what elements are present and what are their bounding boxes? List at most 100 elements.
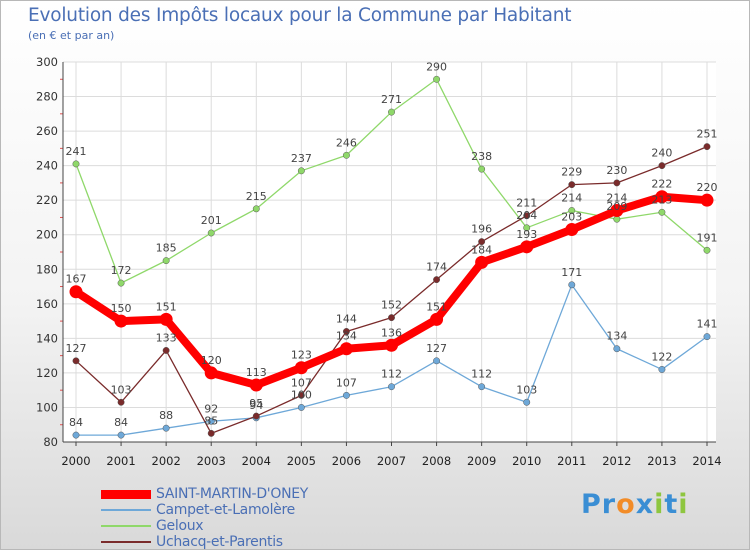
brand-letter: r — [601, 489, 617, 520]
data-label: 100 — [291, 388, 312, 401]
data-point — [613, 345, 621, 353]
data-point — [204, 366, 218, 380]
data-label: 95 — [249, 397, 263, 410]
data-point — [433, 276, 441, 284]
data-label: 150 — [111, 302, 132, 315]
data-point — [159, 312, 173, 326]
data-point — [342, 328, 350, 335]
data-label: 222 — [651, 178, 672, 191]
data-label: 211 — [516, 197, 537, 210]
y-tick-label: 280 — [36, 90, 58, 104]
data-label: 167 — [66, 273, 87, 286]
data-point — [568, 181, 576, 189]
data-point — [520, 240, 534, 254]
data-label: 237 — [291, 152, 312, 165]
chart-subtitle: (en € et par an) — [28, 29, 115, 42]
data-point — [342, 151, 350, 159]
x-tick-label: 2010 — [512, 454, 541, 468]
y-tick-label: 220 — [36, 193, 58, 207]
data-point — [475, 255, 489, 269]
data-label: 134 — [606, 330, 627, 343]
data-point — [207, 429, 215, 437]
data-label: 172 — [111, 264, 132, 277]
data-label: 229 — [561, 166, 582, 179]
data-point — [523, 212, 531, 220]
x-tick-label: 2001 — [106, 454, 135, 468]
data-label: 92 — [204, 402, 218, 415]
x-tick-label: 2009 — [467, 454, 496, 468]
data-label: 246 — [336, 136, 357, 149]
legend-label: Campet-et-Lamolère — [156, 502, 295, 518]
data-label: 215 — [246, 190, 267, 203]
data-point — [703, 246, 711, 254]
data-point — [433, 357, 441, 365]
data-point — [342, 391, 350, 399]
data-label: 209 — [606, 200, 627, 213]
x-tick-label: 2000 — [61, 454, 90, 468]
data-point — [162, 347, 170, 354]
data-label: 84 — [114, 416, 128, 429]
data-label: 120 — [201, 354, 222, 367]
x-tick-label: 2011 — [557, 454, 586, 468]
data-label: 151 — [426, 300, 447, 313]
x-tick-label: 2014 — [692, 454, 721, 468]
data-label: 251 — [697, 128, 718, 141]
data-label: 214 — [606, 192, 627, 205]
data-point — [72, 160, 80, 168]
data-point — [249, 378, 263, 392]
data-point — [568, 207, 576, 214]
data-point — [69, 285, 83, 299]
x-tick-label: 2002 — [152, 454, 181, 468]
data-label: 240 — [651, 147, 672, 160]
brand-letter: P — [581, 489, 602, 520]
data-point — [433, 75, 441, 83]
x-tick-label: 2008 — [422, 454, 451, 468]
data-label: 141 — [697, 318, 718, 331]
data-point — [430, 312, 444, 326]
data-label: 271 — [381, 93, 402, 106]
data-point — [117, 279, 125, 287]
chart-title: Evolution des Impôts locaux pour la Comm… — [28, 5, 572, 26]
data-label: 185 — [156, 242, 177, 255]
data-label: 171 — [561, 266, 582, 279]
x-tick-label: 2004 — [242, 454, 271, 468]
data-label: 94 — [249, 399, 263, 412]
data-point — [388, 383, 395, 391]
data-label: 134 — [336, 330, 357, 343]
data-point — [72, 431, 80, 439]
x-tick-label: 2003 — [197, 454, 226, 468]
legend-swatch — [101, 509, 151, 511]
data-label: 220 — [697, 181, 718, 194]
x-tick-label: 2013 — [647, 454, 676, 468]
data-label: 127 — [66, 342, 87, 355]
data-point — [114, 314, 128, 328]
data-label: 184 — [471, 243, 492, 256]
data-point — [162, 257, 170, 265]
data-point — [523, 398, 531, 406]
data-point — [478, 238, 486, 246]
data-label: 85 — [204, 414, 218, 427]
data-label: 133 — [156, 331, 177, 344]
brand-logo: Proxiti — [581, 489, 689, 520]
x-tick-label: 2006 — [332, 454, 361, 468]
y-tick-label: 120 — [36, 366, 58, 380]
data-point — [252, 205, 260, 213]
data-label: 113 — [246, 366, 267, 379]
x-tick-label: 2012 — [602, 454, 631, 468]
data-point — [162, 424, 170, 432]
x-tick-label: 2007 — [377, 454, 406, 468]
legend-swatch — [101, 525, 151, 527]
data-point — [478, 383, 486, 391]
y-tick-label: 80 — [43, 435, 58, 449]
data-point — [339, 342, 353, 356]
data-label: 123 — [291, 349, 312, 362]
data-label: 112 — [471, 368, 492, 381]
data-label: 230 — [606, 164, 627, 177]
brand-letter: i — [678, 489, 689, 520]
data-point — [613, 179, 621, 187]
data-label: 203 — [561, 211, 582, 224]
data-label: 238 — [471, 150, 492, 163]
y-tick-label: 180 — [36, 262, 58, 276]
data-point — [565, 223, 579, 237]
